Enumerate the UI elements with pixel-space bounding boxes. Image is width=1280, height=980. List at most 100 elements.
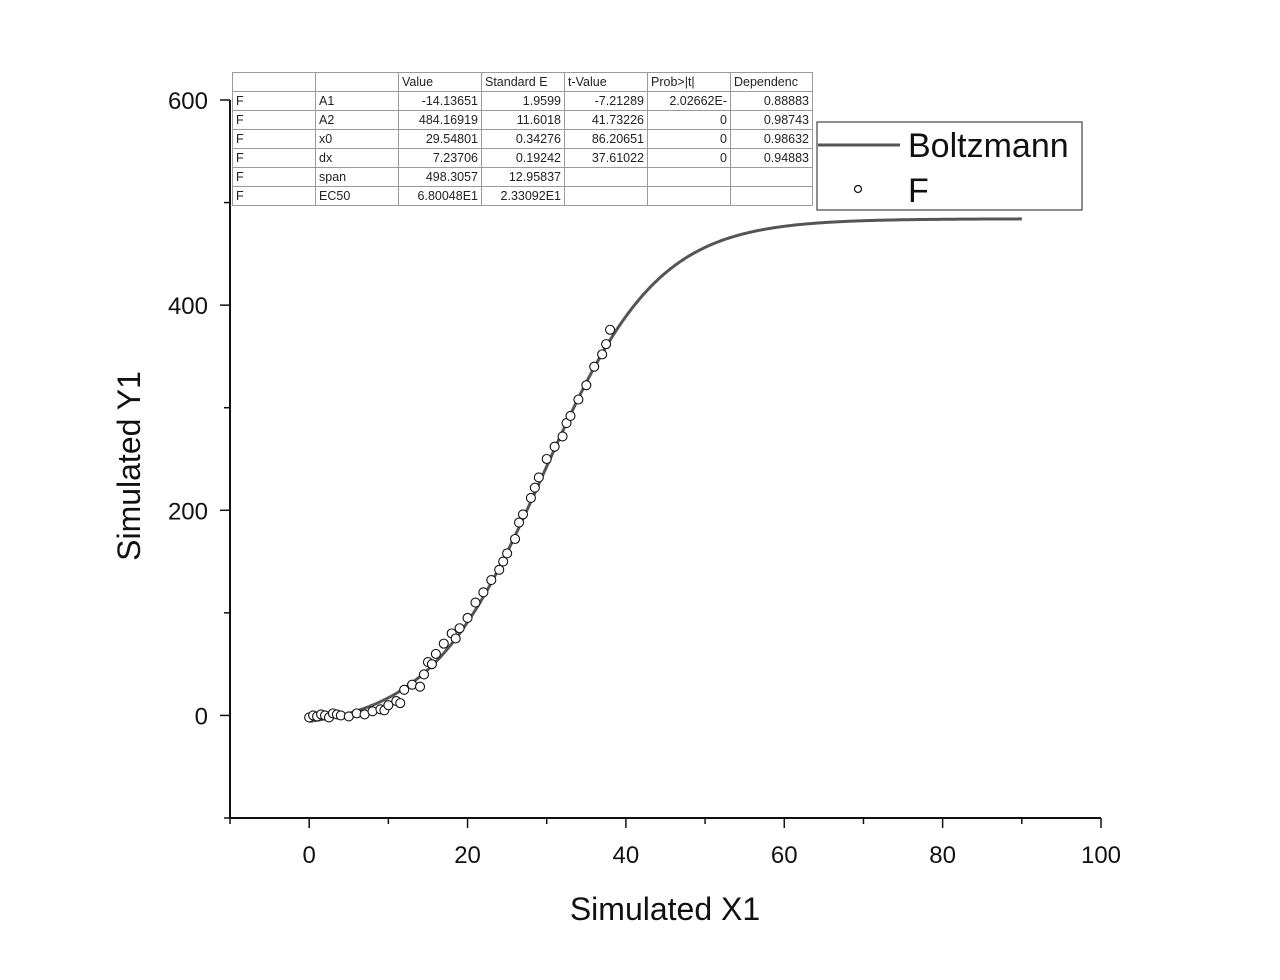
data-point: [498, 556, 509, 567]
table-cell: [647, 167, 731, 187]
table-cell: 0.94883: [730, 148, 813, 168]
data-point: [541, 453, 552, 465]
table-cell: A2: [315, 110, 399, 130]
table-cell: F: [232, 129, 316, 149]
scatter-points: [304, 324, 616, 723]
data-point: [513, 517, 525, 528]
data-point: [494, 564, 505, 575]
y-tick-label: 0: [195, 703, 208, 730]
data-point: [549, 441, 560, 452]
table-cell: 0: [647, 148, 731, 168]
table-cell: 0: [647, 110, 731, 130]
x-tick-label: 20: [454, 842, 481, 869]
fit-parameters-table: Value Standard E t-Value Prob>|t| Depend…: [232, 72, 813, 206]
table-cell: -14.13651: [398, 91, 482, 111]
table-cell: 498.3057: [398, 167, 482, 187]
table-cell: F: [232, 110, 316, 130]
table-cell: [730, 167, 813, 187]
table-cell: F: [232, 167, 316, 187]
table-cell: 0.34276: [481, 129, 565, 149]
table-cell: 484.16919: [398, 110, 482, 130]
data-point: [533, 472, 544, 483]
table-cell: dx: [315, 148, 399, 168]
table-cell: 0.19242: [481, 148, 565, 168]
data-point: [581, 380, 592, 391]
data-point: [557, 431, 568, 442]
table-cell: 41.73226: [564, 110, 648, 130]
data-point: [438, 638, 449, 649]
table-header-cell: t-Value: [564, 72, 648, 92]
table-cell: A1: [315, 91, 399, 111]
table-cell: 86.20651: [564, 129, 648, 149]
data-point: [470, 597, 481, 608]
axes: [229, 100, 1101, 819]
table-cell: F: [232, 91, 316, 111]
table-cell: span: [315, 167, 399, 187]
data-point: [605, 324, 616, 335]
data-point: [399, 684, 410, 695]
data-point: [383, 700, 394, 711]
table-row: F A2 484.16919 11.6018 41.73226 0 0.98743: [232, 110, 813, 130]
table-header-cell: Standard E: [481, 72, 565, 92]
table-cell: F: [232, 148, 316, 168]
x-axis-title: Simulated X1: [570, 891, 760, 927]
x-tick-label: 60: [771, 842, 798, 869]
data-point: [510, 533, 521, 545]
data-point: [450, 633, 461, 644]
data-point: [462, 612, 473, 624]
table-header-cell: [232, 72, 316, 92]
table-header-cell: Prob>|t|: [647, 72, 731, 92]
table-cell: F: [232, 186, 316, 206]
data-point: [565, 410, 576, 421]
x-tick-label: 0: [303, 842, 316, 869]
boltzmann-fit-line: [308, 217, 1022, 723]
y-axis-title: Simulated Y1: [111, 371, 147, 561]
y-tick-label: 600: [168, 88, 208, 115]
table-cell: 2.33092E1: [481, 186, 565, 206]
table-cell: 0.88883: [730, 91, 813, 111]
table-header-row: Value Standard E t-Value Prob>|t| Depend…: [232, 72, 813, 92]
table-cell: [730, 186, 813, 206]
table-cell: 0.98632: [730, 129, 813, 149]
x-tick-label: 100: [1081, 842, 1121, 869]
table-cell: 12.95837: [481, 167, 565, 187]
legend-circle-marker: [853, 184, 863, 194]
table-cell: [647, 186, 731, 206]
legend-label-boltzmann: Boltzmann: [908, 127, 1069, 165]
data-point: [426, 659, 437, 670]
data-point: [597, 349, 608, 360]
table-cell: EC50: [315, 186, 399, 206]
x-tick-label: 40: [613, 842, 640, 869]
table-cell: [564, 167, 648, 187]
y-tick-label: 400: [168, 293, 208, 320]
data-point: [478, 587, 489, 598]
y-ticks: 0 200 400 600: [168, 88, 230, 819]
legend: Boltzmann F: [816, 121, 1083, 211]
table-cell: 29.54801: [398, 129, 482, 149]
data-point: [430, 648, 441, 659]
table-header-cell: [315, 72, 399, 92]
data-point: [589, 361, 600, 372]
data-point: [529, 482, 540, 493]
data-point: [486, 574, 497, 586]
table-cell: 0: [647, 129, 731, 149]
table-cell: 0.98743: [730, 110, 813, 130]
data-point: [517, 509, 529, 520]
table-cell: 11.6018: [481, 110, 565, 130]
data-point: [414, 681, 426, 692]
x-tick-label: 80: [929, 842, 956, 869]
table-header-cell: Value: [398, 72, 482, 92]
table-header-cell: Dependenc: [730, 72, 813, 92]
table-cell: x0: [315, 129, 399, 149]
x-ticks: 0 20 40 60 80 100: [229, 818, 1121, 869]
data-point: [573, 394, 584, 405]
table-row: F EC50 6.80048E1 2.33092E1: [232, 186, 813, 206]
table-cell: 7.23706: [398, 148, 482, 168]
legend-label-f: F: [908, 172, 929, 210]
data-point: [418, 669, 430, 680]
table-cell: 6.80048E1: [398, 186, 482, 206]
